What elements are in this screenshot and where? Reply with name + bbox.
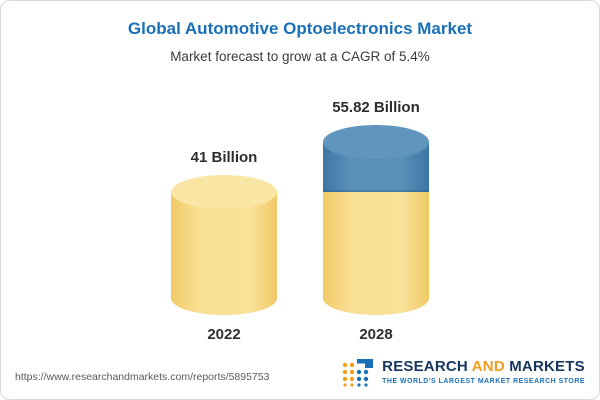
cylinder-2022-top-ellipse <box>171 175 277 210</box>
logo-word-research: RESEARCH <box>382 358 468 376</box>
bar-2028-base-segment <box>323 192 429 315</box>
cylinder-2022 <box>171 175 277 315</box>
chart-subtitle: Market forecast to grow at a CAGR of 5.4… <box>170 49 430 64</box>
logo: RESEARCH AND MARKETS THE WORLD'S LARGEST… <box>341 357 585 387</box>
value-label-2028: 55.82 Billion <box>332 99 420 117</box>
footer: https://www.researchandmarkets.com/repor… <box>1 357 599 389</box>
cylinder-2028-top-ellipse <box>323 125 429 160</box>
logo-tagline: THE WORLD'S LARGEST MARKET RESEARCH STOR… <box>382 377 585 385</box>
logo-wordmark: RESEARCH AND MARKETS <box>382 359 585 376</box>
value-label-2022: 41 Billion <box>190 149 258 167</box>
logo-mark-icon <box>342 359 374 387</box>
chart-title: Global Automotive Optoelectronics Market <box>127 19 473 38</box>
category-label-2028: 2028 <box>359 326 393 343</box>
bar-2022-body <box>171 192 277 315</box>
logo-word-markets: MARKETS <box>509 358 585 376</box>
bar-chart: 41 Billion 2022 55.82 Billion 2028 <box>1 64 599 357</box>
cylinder-2028 <box>323 125 429 315</box>
source-url: https://www.researchandmarkets.com/repor… <box>15 371 270 383</box>
logo-text: RESEARCH AND MARKETS THE WORLD'S LARGEST… <box>382 359 585 385</box>
bar-group-2022: 41 Billion 2022 <box>171 149 277 343</box>
bar-group-2028: 55.82 Billion 2028 <box>323 99 429 343</box>
logo-word-and: AND <box>471 358 505 376</box>
category-label-2022: 2022 <box>207 326 241 343</box>
